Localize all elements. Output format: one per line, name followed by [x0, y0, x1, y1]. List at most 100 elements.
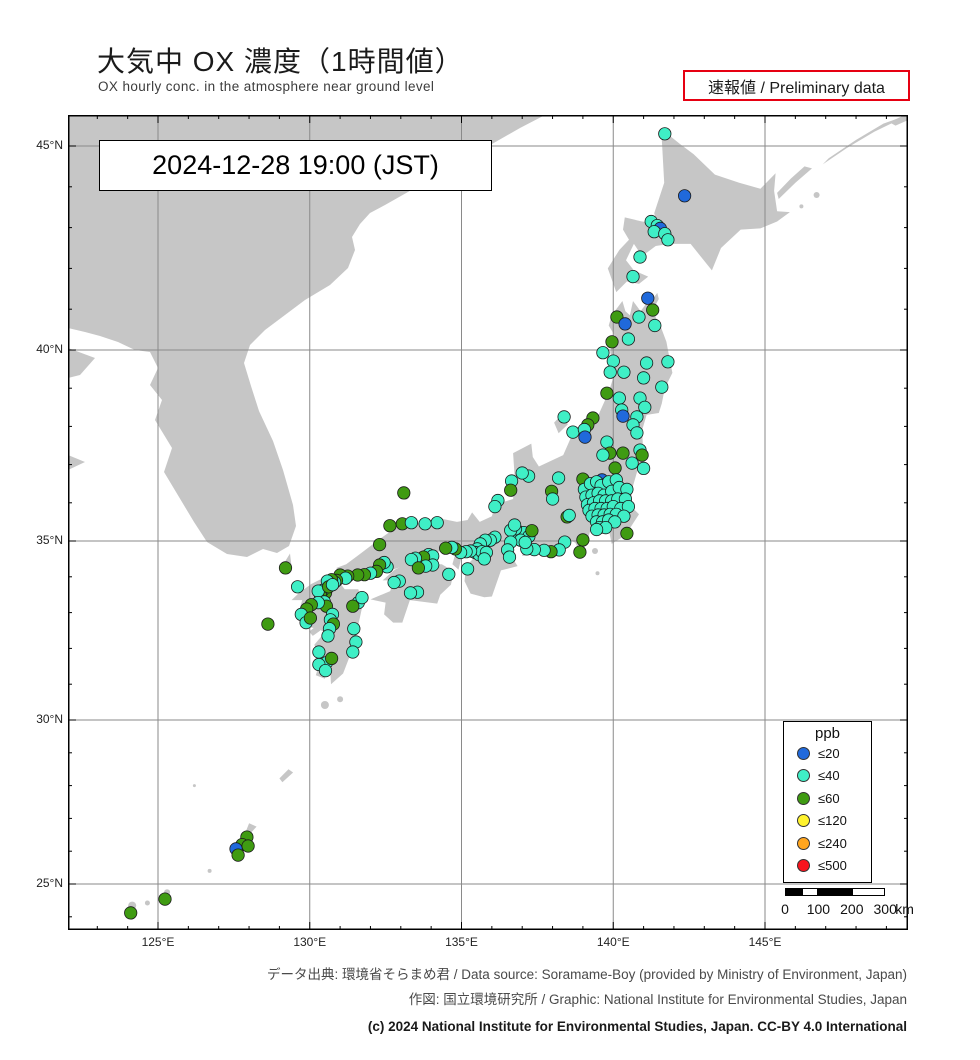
footer-copyright: (c) 2024 National Institute for Environm…	[367, 1019, 907, 1034]
station-dot	[646, 303, 660, 317]
station-dot	[545, 492, 560, 506]
station-dot	[312, 645, 326, 659]
scale-bar-segment	[785, 888, 802, 896]
station-dot	[616, 446, 630, 460]
legend-dot-icon	[797, 859, 810, 873]
station-dot	[589, 522, 604, 537]
station-dot	[576, 533, 590, 547]
station-dot	[603, 365, 617, 379]
station-dot	[346, 599, 360, 613]
small-island	[207, 868, 212, 873]
small-island	[337, 696, 344, 703]
station-dot	[303, 611, 317, 625]
station-dot	[439, 541, 453, 555]
station-dot	[605, 335, 619, 349]
preliminary-data-badge: 速報値 / Preliminary data	[683, 70, 910, 101]
japan-map-canvas	[68, 115, 908, 930]
station-dot	[661, 233, 675, 247]
legend-item-label: ≤20	[818, 745, 840, 761]
station-dot	[621, 332, 636, 346]
lon-axis-label: 140°E	[596, 935, 630, 949]
station-dot	[566, 425, 580, 439]
station-dot	[504, 483, 518, 497]
station-dot	[518, 535, 532, 549]
station-dot	[620, 526, 634, 540]
station-dot	[600, 435, 614, 449]
legend-dot-icon	[797, 791, 810, 805]
station-dot	[231, 848, 245, 862]
continent-fragment	[68, 455, 85, 470]
station-dot	[477, 552, 491, 566]
station-dot	[636, 371, 651, 385]
legend-item-label: ≤60	[818, 790, 840, 806]
station-dot	[321, 629, 335, 643]
legend-item-le20: ≤20	[784, 742, 871, 765]
station-dot	[325, 578, 340, 592]
station-dot	[626, 270, 640, 284]
station-dot	[648, 318, 662, 333]
lat-axis-label: 45°N	[36, 138, 63, 152]
station-dot	[404, 516, 418, 530]
map-layers	[68, 115, 908, 930]
station-dot	[638, 400, 652, 414]
station-dot	[596, 448, 610, 462]
station-dot	[411, 561, 425, 575]
scale-bar-tick-label: 200	[840, 901, 864, 917]
station-dot	[158, 892, 172, 906]
station-dot	[261, 617, 275, 631]
station-dot	[636, 461, 651, 475]
station-dot	[241, 839, 255, 853]
station-dot	[618, 317, 632, 331]
station-dot	[525, 524, 539, 538]
timestamp-label: 2024-12-28 19:00 (JST)	[152, 150, 439, 180]
station-dot	[403, 586, 418, 600]
station-dot	[347, 622, 361, 636]
lon-axis-label: 125°E	[141, 935, 175, 949]
map-legend: ppb ≤20 ≤40 ≤60 ≤120 ≤240 ≤500	[783, 721, 872, 883]
legend-item-label: ≤120	[818, 813, 847, 829]
station-dot	[324, 651, 339, 666]
station-points-layer	[124, 127, 692, 920]
station-dot	[355, 590, 369, 605]
legend-item-le500: ≤500	[784, 855, 871, 878]
small-island	[192, 784, 196, 788]
scale-bar-segment	[818, 888, 852, 896]
station-dot	[318, 663, 333, 678]
station-dot	[625, 456, 639, 470]
scale-bar: 0 100 200 300 km	[781, 888, 914, 922]
station-dot	[278, 561, 293, 575]
preliminary-data-label: 速報値 / Preliminary data	[708, 79, 885, 97]
legend-dot-icon	[797, 814, 810, 828]
small-island	[799, 204, 804, 209]
station-dot	[383, 519, 397, 533]
legend-item-le40: ≤40	[784, 765, 871, 788]
station-dot	[600, 386, 614, 400]
small-island	[592, 548, 598, 554]
lon-axis-label: 135°E	[445, 935, 478, 949]
lat-axis-label: 35°N	[36, 533, 63, 547]
scale-bar-tick-label: 300	[873, 901, 897, 917]
small-island	[144, 900, 150, 906]
station-dot	[515, 466, 529, 480]
station-dot	[557, 410, 571, 424]
station-dot	[346, 645, 360, 659]
legend-dot-icon	[797, 769, 810, 783]
station-dot	[641, 291, 655, 305]
station-dot	[655, 380, 669, 394]
station-dot	[418, 517, 432, 531]
lat-axis-label: 30°N	[36, 712, 63, 726]
station-dot	[635, 448, 649, 462]
station-dot	[551, 471, 566, 485]
lat-axis-label: 25°N	[36, 876, 63, 890]
station-dot	[562, 508, 576, 522]
footer-data-source: データ出典: 環境省そらまめ君 / Data source: Soramame-…	[267, 967, 907, 982]
scale-bar-unit: km	[895, 901, 914, 917]
station-dot	[616, 409, 630, 423]
station-dot	[630, 426, 644, 440]
legend-dot-icon	[797, 836, 810, 850]
station-dot	[578, 430, 592, 444]
legend-item-le240: ≤240	[784, 832, 871, 855]
map-area	[68, 115, 908, 930]
page-title: 大気中 OX 濃度（1時間値）	[97, 46, 464, 77]
